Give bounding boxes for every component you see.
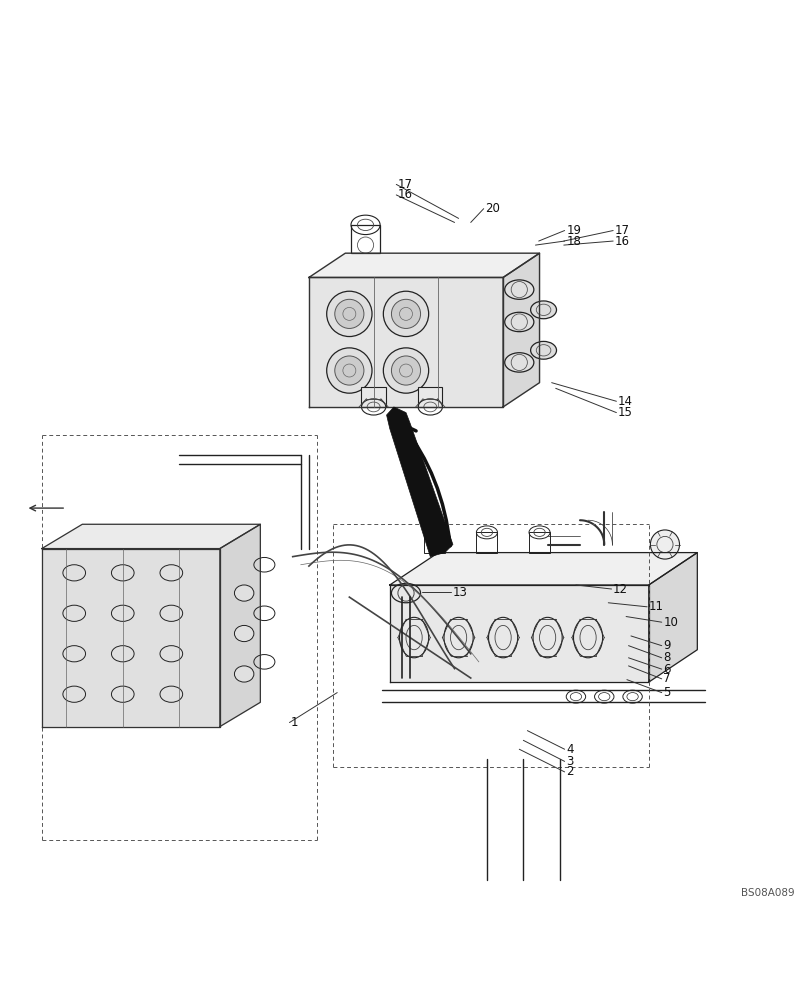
Text: 19: 19: [565, 224, 581, 237]
Polygon shape: [648, 553, 697, 682]
Bar: [361, 387, 385, 407]
Text: 17: 17: [614, 224, 629, 237]
Text: 10: 10: [663, 616, 677, 629]
Text: 6: 6: [663, 663, 670, 676]
Circle shape: [383, 348, 428, 393]
Circle shape: [391, 299, 420, 328]
Bar: [528, 532, 549, 553]
Circle shape: [334, 299, 363, 328]
Polygon shape: [308, 277, 503, 407]
Ellipse shape: [504, 280, 533, 299]
Circle shape: [650, 530, 679, 559]
Bar: [476, 532, 497, 553]
Text: 5: 5: [663, 686, 670, 699]
Circle shape: [391, 356, 420, 385]
Text: 12: 12: [612, 583, 628, 596]
Text: 17: 17: [397, 178, 413, 191]
Polygon shape: [42, 524, 260, 549]
Text: 3: 3: [565, 755, 573, 768]
Polygon shape: [42, 549, 220, 727]
Bar: [350, 225, 380, 253]
Polygon shape: [220, 524, 260, 727]
Text: 1: 1: [290, 716, 298, 729]
Text: 18: 18: [565, 235, 581, 248]
Text: 15: 15: [617, 406, 632, 419]
Ellipse shape: [530, 301, 556, 319]
Polygon shape: [386, 407, 453, 557]
Ellipse shape: [234, 625, 254, 642]
Polygon shape: [503, 253, 539, 407]
Text: 16: 16: [614, 235, 629, 248]
Ellipse shape: [504, 312, 533, 332]
Polygon shape: [389, 553, 697, 585]
Text: 9: 9: [663, 639, 670, 652]
Text: 8: 8: [663, 651, 670, 664]
Bar: [418, 387, 442, 407]
Text: 13: 13: [453, 586, 467, 599]
Ellipse shape: [504, 353, 533, 372]
Circle shape: [326, 291, 371, 337]
Polygon shape: [389, 585, 648, 682]
Ellipse shape: [234, 666, 254, 682]
Ellipse shape: [391, 583, 420, 603]
Text: 20: 20: [485, 202, 500, 215]
Bar: [423, 532, 444, 553]
Text: 16: 16: [397, 188, 413, 201]
Circle shape: [334, 356, 363, 385]
Text: BS08A089: BS08A089: [740, 888, 793, 898]
Polygon shape: [308, 253, 539, 277]
Circle shape: [383, 291, 428, 337]
Circle shape: [326, 348, 371, 393]
Text: 4: 4: [565, 743, 573, 756]
Text: 7: 7: [663, 672, 670, 685]
Text: 11: 11: [648, 600, 663, 613]
Text: 14: 14: [617, 395, 633, 408]
Text: 2: 2: [565, 765, 573, 778]
Ellipse shape: [530, 341, 556, 359]
Ellipse shape: [234, 585, 254, 601]
